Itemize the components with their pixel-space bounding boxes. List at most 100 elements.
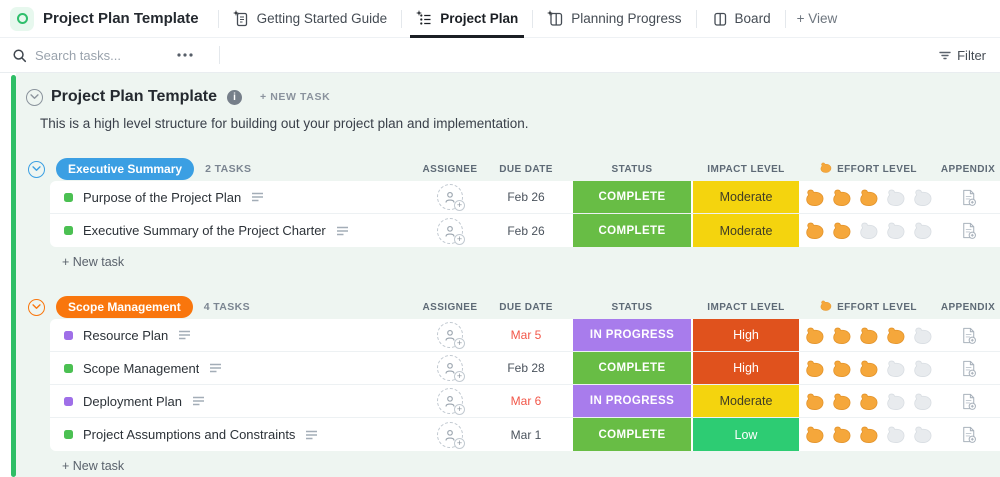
due-date[interactable]: Mar 6 xyxy=(510,394,542,408)
due-date[interactable]: Mar 5 xyxy=(510,328,542,342)
impact-badge[interactable]: High xyxy=(693,319,799,351)
collapse-group-chevron-icon[interactable] xyxy=(28,160,45,178)
task-name[interactable]: Resource Plan xyxy=(83,327,169,343)
task-status-marker[interactable] xyxy=(64,226,73,235)
due-date[interactable]: Mar 1 xyxy=(510,427,542,442)
effort-icon-filled[interactable] xyxy=(830,424,854,445)
status-badge[interactable]: COMPLETE xyxy=(573,418,691,451)
impact-badge[interactable]: Low xyxy=(693,418,799,451)
task-description-icon[interactable] xyxy=(192,395,205,407)
effort-icon-filled[interactable] xyxy=(884,325,908,346)
impact-badge[interactable]: Moderate xyxy=(693,214,799,247)
tab-getting-started-guide[interactable]: Getting Started Guide xyxy=(230,0,391,38)
add-assignee-button[interactable]: + xyxy=(437,388,465,415)
column-header-effort-level[interactable]: EFFORT LEVEL xyxy=(800,161,936,177)
effort-icon-filled[interactable] xyxy=(857,424,881,445)
add-assignee-button[interactable]: + xyxy=(437,421,465,449)
effort-icon-filled[interactable] xyxy=(857,325,881,346)
effort-icon-filled[interactable] xyxy=(803,325,827,346)
column-header-impact-level[interactable]: IMPACT LEVEL xyxy=(692,164,800,175)
effort-icon-filled[interactable] xyxy=(803,187,827,208)
effort-icon-filled[interactable] xyxy=(830,325,854,346)
effort-icon-filled[interactable] xyxy=(803,358,827,379)
effort-icon-empty[interactable] xyxy=(911,187,935,208)
status-badge[interactable]: COMPLETE xyxy=(573,214,691,247)
task-name[interactable]: Scope Management xyxy=(83,360,200,376)
column-header-due-date[interactable]: DUE DATE xyxy=(480,302,572,313)
task-status-marker[interactable] xyxy=(64,363,73,373)
due-date[interactable]: Feb 26 xyxy=(507,190,545,204)
search-input-wrap[interactable] xyxy=(12,47,172,63)
add-assignee-button[interactable]: + xyxy=(437,184,465,211)
effort-icon-filled[interactable] xyxy=(830,391,854,412)
column-header-appendix[interactable]: APPENDIX xyxy=(936,164,1000,175)
due-date[interactable]: Feb 26 xyxy=(507,223,545,238)
effort-icon-filled[interactable] xyxy=(857,358,881,379)
add-appendix-icon[interactable] xyxy=(959,188,978,207)
new-task-button[interactable]: + NEW TASK xyxy=(259,91,331,103)
column-header-effort-level[interactable]: EFFORT LEVEL xyxy=(800,299,936,315)
task-description-icon[interactable] xyxy=(178,329,191,341)
task-description-icon[interactable] xyxy=(209,362,222,374)
effort-icon-filled[interactable] xyxy=(857,391,881,412)
effort-icon-filled[interactable] xyxy=(830,358,854,379)
impact-badge[interactable]: High xyxy=(693,352,799,384)
task-status-marker[interactable] xyxy=(64,396,73,406)
more-options-icon[interactable] xyxy=(176,52,194,58)
effort-icon-filled[interactable] xyxy=(803,424,827,445)
column-header-impact-level[interactable]: IMPACT LEVEL xyxy=(692,302,800,313)
group-badge[interactable]: Executive Summary xyxy=(56,158,195,180)
info-icon[interactable]: i xyxy=(226,89,242,105)
effort-icon-filled[interactable] xyxy=(857,187,881,208)
task-status-marker[interactable] xyxy=(64,430,73,439)
column-header-status[interactable]: STATUS xyxy=(572,164,692,175)
status-badge[interactable]: COMPLETE xyxy=(573,352,691,384)
effort-icon-empty[interactable] xyxy=(884,391,908,412)
effort-icon-empty[interactable] xyxy=(884,358,908,379)
task-name[interactable]: Purpose of the Project Plan xyxy=(83,189,242,205)
group-badge[interactable]: Scope Management xyxy=(56,296,193,318)
effort-icon-empty[interactable] xyxy=(884,220,908,241)
add-appendix-icon[interactable] xyxy=(959,221,978,240)
task-description-icon[interactable] xyxy=(305,429,318,441)
collapse-list-chevron-icon[interactable] xyxy=(26,88,43,106)
add-assignee-button[interactable]: + xyxy=(437,217,465,245)
task-name[interactable]: Deployment Plan xyxy=(83,393,182,409)
impact-badge[interactable]: Moderate xyxy=(693,385,799,417)
impact-badge[interactable]: Moderate xyxy=(693,181,799,213)
status-badge[interactable]: IN PROGRESS xyxy=(573,385,691,417)
effort-icon-empty[interactable] xyxy=(911,220,935,241)
status-badge[interactable]: COMPLETE xyxy=(573,181,691,213)
task-description-icon[interactable] xyxy=(251,191,264,203)
filter-button[interactable]: Filter xyxy=(938,48,988,63)
column-header-assignee[interactable]: ASSIGNEE xyxy=(420,302,480,313)
task-description-icon[interactable] xyxy=(336,225,349,237)
add-view-button[interactable]: + View xyxy=(797,11,838,26)
effort-icon-filled[interactable] xyxy=(830,187,854,208)
add-appendix-icon[interactable] xyxy=(959,392,978,411)
column-header-due-date[interactable]: DUE DATE xyxy=(480,164,572,175)
column-header-assignee[interactable]: ASSIGNEE xyxy=(420,164,480,175)
workspace-avatar[interactable] xyxy=(10,6,34,31)
due-date[interactable]: Feb 28 xyxy=(507,361,545,375)
search-input[interactable] xyxy=(35,47,157,63)
add-task-button[interactable]: + New task xyxy=(62,255,125,269)
add-assignee-button[interactable]: + xyxy=(437,355,465,382)
effort-icon-empty[interactable] xyxy=(857,220,881,241)
status-badge[interactable]: IN PROGRESS xyxy=(573,319,691,351)
column-header-appendix[interactable]: APPENDIX xyxy=(936,302,1000,313)
add-assignee-button[interactable]: + xyxy=(437,322,465,349)
add-appendix-icon[interactable] xyxy=(959,359,978,378)
effort-icon-filled[interactable] xyxy=(803,391,827,412)
effort-icon-empty[interactable] xyxy=(911,391,935,412)
task-name[interactable]: Project Assumptions and Constraints xyxy=(83,427,296,442)
effort-icon-empty[interactable] xyxy=(911,325,935,346)
tab-planning-progress[interactable]: Planning Progress xyxy=(544,0,684,38)
add-task-button[interactable]: + New task xyxy=(62,459,125,473)
add-appendix-icon[interactable] xyxy=(959,425,978,444)
effort-icon-filled[interactable] xyxy=(830,220,854,241)
effort-icon-empty[interactable] xyxy=(911,358,935,379)
task-status-marker[interactable] xyxy=(64,192,73,202)
effort-icon-empty[interactable] xyxy=(911,424,935,445)
column-header-status[interactable]: STATUS xyxy=(572,302,692,313)
